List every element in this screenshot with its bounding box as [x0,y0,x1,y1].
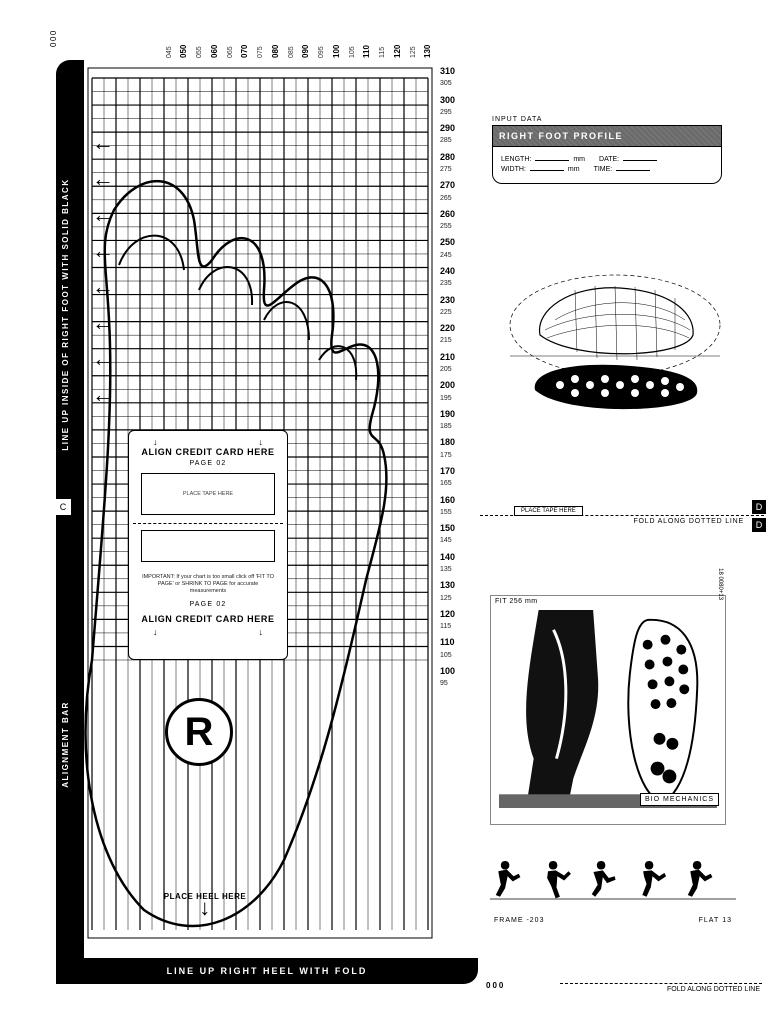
biomech-sidecode: 18 0080+13 [717,568,723,600]
fold-line-mid: PLACE TAPE HERE FOLD ALONG DOTTED LINE D… [480,515,764,516]
credit-card-calibration-box: ↓↓ ALIGN CREDIT CARD HERE PAGE 02 PLACE … [128,430,288,660]
fold-text-bottom: FOLD ALONG DOTTED LINE [667,986,760,993]
foot-profile-panel: INPUT DATA RIGHT FOOT PROFILE LENGTH:mm … [492,116,722,184]
cc-page-bottom: PAGE 02 [133,601,283,608]
width-arrow-icon: ← [92,238,114,264]
width-arrow-icon: ← [92,310,114,336]
alignment-bar: LINE UP INSIDE OF RIGHT FOOT WITH SOLID … [56,60,84,984]
biomechanics-panel: FIT 256 mm 18 0080+13 BIO MECHANI [490,595,726,825]
origin-label: 000 [49,29,58,47]
cc-header-bottom: ALIGN CREDIT CARD HERE [133,614,283,624]
cc-important-note: IMPORTANT: If your chart is too small cl… [133,570,283,599]
top-width-scale: 0450550650750850951051151250500600700800… [60,20,460,58]
fold-tape-label: PLACE TAPE HERE [514,506,583,516]
bottom-origin-label: 000 [486,981,505,990]
biomech-header: FIT 256 mm [491,596,725,607]
cc-tape-slot-top: PLACE TAPE HERE [141,473,275,515]
heel-alignment-strip: LINE UP RIGHT HEEL WITH FOLD [56,958,478,984]
foot-chart-page: 000 LINE UP INSIDE OF RIGHT FOOT WITH SO… [0,0,770,1024]
alignment-bar-label: ALIGNMENT BAR [61,701,70,788]
biomech-image [499,610,717,808]
width-arrow-icon: ← [92,166,114,192]
profile-intro: INPUT DATA [492,116,722,123]
fold-text-mid: FOLD ALONG DOTTED LINE [633,518,744,525]
right-length-scale: 3103053002952902852802752702652602552502… [440,60,480,958]
cc-tape-slot-bottom [141,530,275,562]
width-arrow-icon: ← [92,202,114,228]
running-sequence: FRAME -203 FLAT 13 [490,848,736,912]
cc-header-top: ALIGN CREDIT CARD HERE [133,447,283,457]
heel-arrow-icon: ↓ [150,901,260,915]
profile-fields: LENGTH:mm DATE: WIDTH:mm TIME: [492,147,722,184]
width-arrow-icon: ← [92,130,114,156]
width-arrow-icon: ← [92,346,114,372]
d-marker-bottom: D [752,518,766,532]
right-foot-marker: R [165,698,233,766]
cc-page-top: PAGE 02 [133,460,283,467]
heel-placement-label: PLACE HEEL HERE ↓ [150,892,260,915]
biomech-badge: BIO MECHANICS [640,793,719,806]
d-marker-top: D [752,500,766,514]
fold-line-bottom: FOLD ALONG DOTTED LINE [560,983,762,984]
c-marker: C [56,500,70,514]
profile-banner: RIGHT FOOT PROFILE [492,125,722,147]
alignment-instruction-top: LINE UP INSIDE OF RIGHT FOOT WITH SOLID … [61,178,70,450]
width-arrow-icon: ← [92,382,114,408]
shoe-illustration [500,250,730,440]
width-arrow-icon: ← [92,274,114,300]
